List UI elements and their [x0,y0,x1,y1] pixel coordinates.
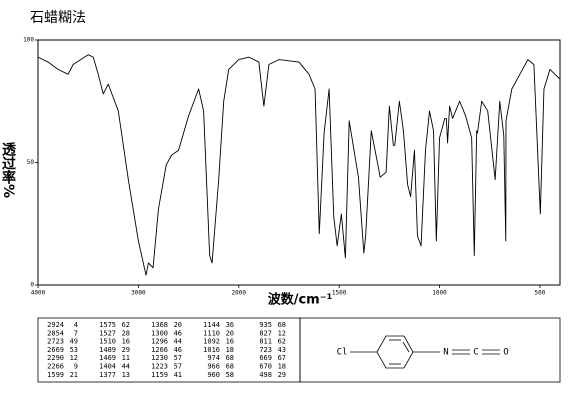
peak-wavenumber: 1377 [99,371,116,379]
structure-frame [299,317,561,383]
peak-wavenumber: 1144 [203,321,220,329]
peak-wavenumber: 498 [259,371,272,379]
peak-wavenumber: 2290 [47,354,64,362]
atom-label: O [503,348,508,358]
peak-transmittance: 20 [174,321,182,329]
peak-transmittance: 68 [226,354,234,362]
peak-transmittance: 16 [226,338,234,346]
peak-transmittance: 46 [174,346,182,354]
peak-wavenumber: 723 [259,346,272,354]
atom-label: Cl [337,348,348,358]
peak-wavenumber: 1223 [151,363,168,371]
peak-wavenumber: 2723 [47,338,64,346]
peak-wavenumber: 1159 [151,371,168,379]
peak-wavenumber: 1092 [203,338,220,346]
peak-transmittance: 49 [70,338,78,346]
peak-wavenumber: 1266 [151,346,168,354]
peak-transmittance: 4 [74,321,78,329]
peak-transmittance: 46 [174,329,182,337]
x-tick-label: 1000 [432,290,447,297]
peak-transmittance: 7 [74,329,78,337]
x-tick-label: 1500 [332,290,347,297]
peak-wavenumber: 811 [259,338,272,346]
peak-wavenumber: 1016 [203,346,220,354]
peak-transmittance: 28 [122,329,130,337]
peak-transmittance: 20 [226,329,234,337]
peak-transmittance: 44 [174,338,182,346]
peak-wavenumber: 1296 [151,338,168,346]
peak-transmittance: 9 [74,363,78,371]
x-tick-label: 2000 [232,290,247,297]
peak-transmittance: 12 [278,329,286,337]
y-tick-label: 50 [27,159,35,166]
peak-wavenumber: 2854 [47,329,64,337]
peak-wavenumber: 1368 [151,321,168,329]
structure-bonds [350,335,500,369]
peak-wavenumber: 669 [259,354,272,362]
peak-wavenumber: 1527 [99,329,116,337]
x-axis-label: 波数/cm⁻¹ [268,292,333,308]
plot-frame [37,39,561,286]
peak-wavenumber: 1510 [99,338,116,346]
peak-transmittance: 57 [174,354,182,362]
peak-wavenumber: 1575 [99,321,116,329]
peak-wavenumber: 2266 [47,363,64,371]
peak-transmittance: 16 [122,338,130,346]
peak-transmittance: 11 [122,354,130,362]
x-tick-label: 500 [535,290,546,297]
y-axis-label: 透过率% [0,142,16,198]
atom-label: N [443,348,448,358]
peak-transmittance: 62 [122,321,130,329]
peak-transmittance: 44 [122,363,130,371]
peak-wavenumber: 827 [259,329,272,337]
peak-transmittance: 29 [122,346,130,354]
peak-transmittance: 43 [278,346,286,354]
peak-transmittance: 13 [122,371,130,379]
peak-transmittance: 68 [278,321,286,329]
peak-transmittance: 41 [174,371,182,379]
peak-wavenumber: 2669 [47,346,64,354]
peak-transmittance: 58 [226,371,234,379]
peak-wavenumber: 966 [207,363,220,371]
peak-wavenumber: 1110 [203,329,220,337]
peak-transmittance: 12 [70,354,78,362]
peak-wavenumber: 960 [207,371,220,379]
y-tick-label: 100 [23,37,34,44]
x-tick-label: 3000 [131,290,146,297]
chart-title: 石蜡糊法 [30,10,86,26]
peak-wavenumber: 1489 [99,346,116,354]
peak-wavenumber: 1300 [151,329,168,337]
spectrum-line [37,54,561,276]
peak-transmittance: 18 [278,363,286,371]
y-tick-label: 0 [30,282,34,289]
peak-transmittance: 68 [226,363,234,371]
peak-transmittance: 18 [226,346,234,354]
peak-transmittance: 36 [226,321,234,329]
peak-wavenumber: 2924 [47,321,64,329]
peak-wavenumber: 935 [259,321,272,329]
peak-wavenumber: 1599 [47,371,64,379]
peak-transmittance: 67 [278,354,286,362]
x-tick-label: 4000 [31,290,46,297]
peak-transmittance: 53 [70,346,78,354]
peak-wavenumber: 974 [207,354,220,362]
peak-transmittance: 29 [278,371,286,379]
peak-wavenumber: 670 [259,363,272,371]
peak-wavenumber: 1230 [151,354,168,362]
peak-wavenumber: 1469 [99,354,116,362]
peak-transmittance: 62 [278,338,286,346]
peak-transmittance: 57 [174,363,182,371]
peak-transmittance: 21 [70,371,78,379]
peak-wavenumber: 1404 [99,363,116,371]
atom-label: C [473,348,478,358]
